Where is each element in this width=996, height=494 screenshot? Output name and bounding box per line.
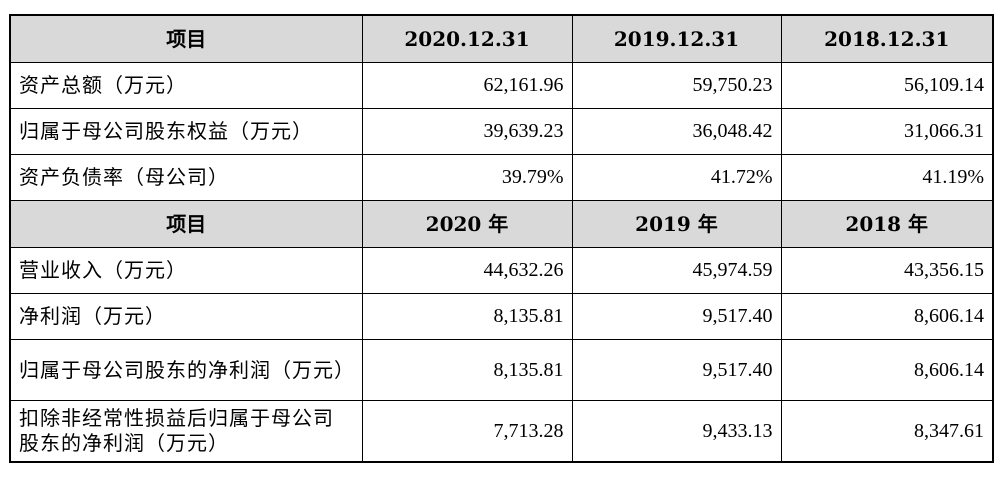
table-cell: 8,606.14 — [780, 339, 994, 401]
table-cell: 9,517.40 — [571, 293, 782, 340]
table-cell: 44,632.26 — [361, 247, 573, 294]
column-header: 2020.12.31 — [361, 14, 573, 63]
table-cell: 56,109.14 — [780, 62, 994, 109]
table-cell: 45,974.59 — [571, 247, 782, 294]
table-cell: 8,135.81 — [361, 339, 573, 401]
table-cell: 39,639.23 — [361, 108, 573, 155]
table-cell: 9,517.40 — [571, 339, 782, 401]
row-label: 营业收入（万元） — [9, 247, 363, 294]
table-row: 归属于母公司股东的净利润（万元） 8,135.81 9,517.40 8,606… — [9, 339, 994, 401]
row-label: 资产总额（万元） — [9, 62, 363, 109]
table-cell: 9,433.13 — [571, 400, 782, 463]
row-label: 归属于母公司股东的净利润（万元） — [9, 339, 363, 401]
table-cell: 41.72% — [571, 154, 782, 201]
column-header: 2019.12.31 — [571, 14, 782, 63]
table-cell: 41.19% — [780, 154, 994, 201]
table-cell: 7,713.28 — [361, 400, 573, 463]
column-header: 2020 年 — [361, 200, 573, 248]
table-cell: 43,356.15 — [780, 247, 994, 294]
table-cell: 36,048.42 — [571, 108, 782, 155]
row-label: 净利润（万元） — [9, 293, 363, 340]
table-row: 归属于母公司股东权益（万元） 39,639.23 36,048.42 31,06… — [9, 108, 994, 155]
financial-summary-table: 项目 2020.12.31 2019.12.31 2018.12.31 资产总额… — [9, 14, 994, 463]
table-subheader-row: 项目 2020 年 2019 年 2018 年 — [9, 200, 994, 248]
column-header: 2018.12.31 — [780, 14, 994, 63]
row-label: 归属于母公司股东权益（万元） — [9, 108, 363, 155]
table-row: 扣除非经常性损益后归属于母公司股东的净利润（万元） 7,713.28 9,433… — [9, 400, 994, 463]
table-row: 营业收入（万元） 44,632.26 45,974.59 43,356.15 — [9, 247, 994, 294]
table-row: 资产总额（万元） 62,161.96 59,750.23 56,109.14 — [9, 62, 994, 109]
table-cell: 59,750.23 — [571, 62, 782, 109]
table-cell: 39.79% — [361, 154, 573, 201]
table-cell: 31,066.31 — [780, 108, 994, 155]
table-row: 净利润（万元） 8,135.81 9,517.40 8,606.14 — [9, 293, 994, 340]
column-header: 项目 — [9, 200, 363, 248]
table-cell: 8,347.61 — [780, 400, 994, 463]
table-cell: 8,606.14 — [780, 293, 994, 340]
table-cell: 8,135.81 — [361, 293, 573, 340]
row-label: 资产负债率（母公司） — [9, 154, 363, 201]
column-header: 项目 — [9, 14, 363, 63]
column-header: 2019 年 — [571, 200, 782, 248]
row-label: 扣除非经常性损益后归属于母公司股东的净利润（万元） — [9, 400, 363, 463]
column-header: 2018 年 — [780, 200, 994, 248]
table-row: 资产负债率（母公司） 39.79% 41.72% 41.19% — [9, 154, 994, 201]
table-header-row: 项目 2020.12.31 2019.12.31 2018.12.31 — [9, 14, 994, 63]
table-cell: 62,161.96 — [361, 62, 573, 109]
